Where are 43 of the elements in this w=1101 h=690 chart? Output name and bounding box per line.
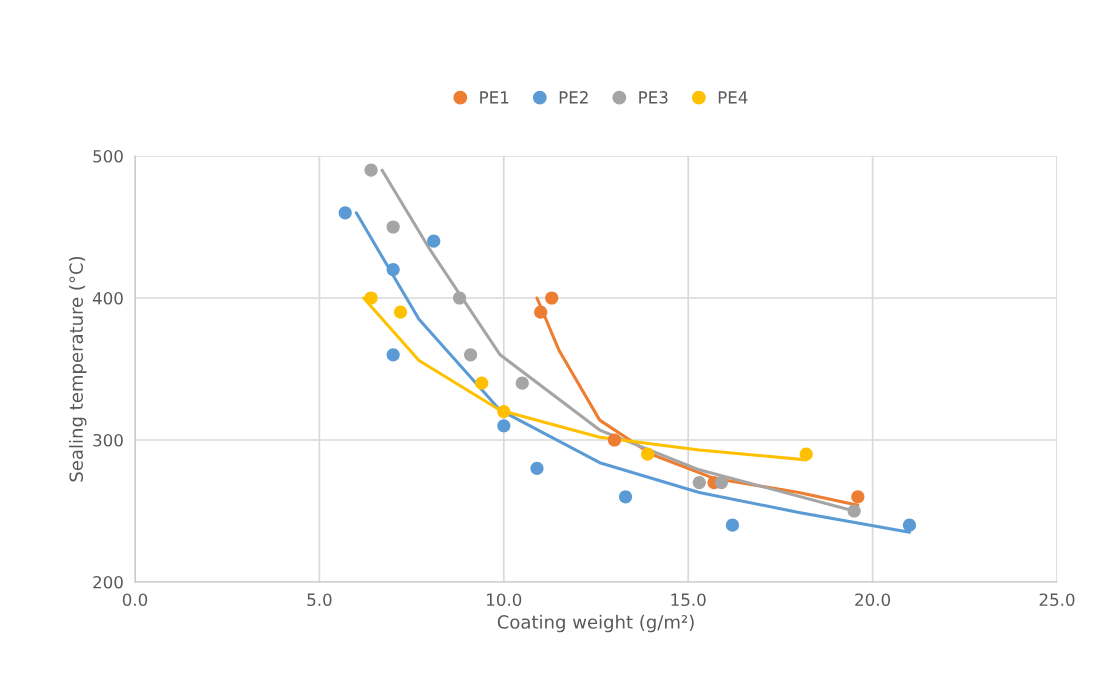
legend-label: PE4 [718, 91, 748, 104]
point [393, 305, 408, 319]
y-tick-label: 400 [92, 291, 123, 305]
x-tick-label: 0.0 [122, 593, 148, 607]
x-tick-label: 15.0 [671, 593, 706, 607]
point [725, 518, 740, 532]
point [692, 476, 706, 490]
point [497, 419, 511, 433]
point [851, 490, 865, 504]
point [464, 348, 478, 362]
x-tick-label: 10.0 [487, 593, 522, 607]
point [364, 291, 378, 305]
point [847, 504, 861, 518]
x-tick-label: 25.0 [1039, 593, 1075, 607]
point [497, 405, 511, 419]
point [338, 206, 352, 220]
legend-label: PE3 [639, 91, 668, 104]
point [902, 518, 917, 532]
point [618, 490, 633, 504]
legend-label: PE2 [559, 91, 588, 104]
point [364, 163, 378, 177]
point [475, 376, 489, 390]
x-tick-label: 5.0 [307, 593, 332, 607]
point [386, 348, 400, 362]
x-tick-label: 20.0 [855, 593, 891, 607]
y-tick-label: 300 [93, 433, 123, 447]
y-axis-title: Sealing temperature (°C) [69, 256, 87, 482]
point [641, 447, 655, 461]
point [799, 447, 813, 461]
point [545, 291, 559, 305]
y-tick-label: 200 [93, 575, 123, 589]
point [452, 291, 467, 305]
x-axis-title: Coating weight (g/m²) [497, 614, 694, 633]
point [386, 263, 400, 277]
point [530, 461, 544, 475]
point [534, 305, 548, 319]
y-tick-label: 500 [93, 149, 123, 163]
point [515, 376, 529, 390]
point [427, 234, 441, 248]
point [714, 476, 728, 490]
point [607, 433, 622, 447]
legend-label: PE1 [480, 91, 509, 104]
point [386, 220, 400, 234]
